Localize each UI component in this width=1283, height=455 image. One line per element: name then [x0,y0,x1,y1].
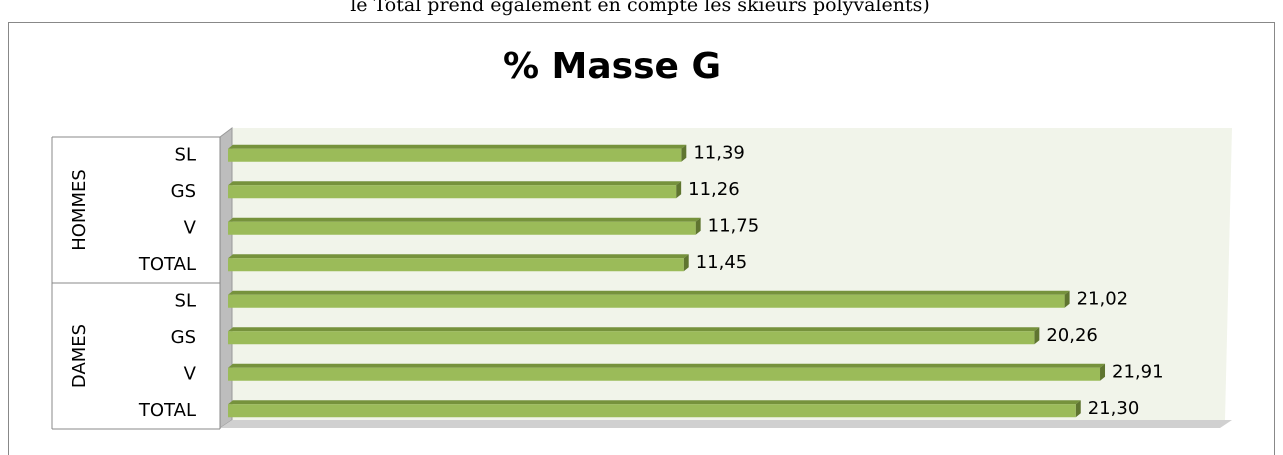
bar-top [228,217,701,222]
bar-side [1064,290,1070,308]
category-label: V [184,217,197,238]
bar [228,331,1035,345]
plot-area [226,128,1232,420]
category-label: GS [171,327,196,348]
category-label: TOTAL [138,400,196,421]
bar-top [228,254,689,259]
bar-top [228,144,687,149]
category-label: V [184,363,197,384]
category-label: SL [175,144,196,165]
bar-top [228,363,1106,368]
bar-side [1075,400,1081,418]
group-label: DAMES [69,324,90,388]
bar [228,258,684,272]
data-label: 20,26 [1046,325,1098,346]
category-label: SL [175,290,196,311]
bar-side [683,254,689,272]
bar-side [695,217,701,235]
bar-top [228,181,682,186]
data-label: 11,45 [696,252,748,273]
bar-top [228,400,1081,405]
category-label: GS [171,181,196,202]
group-label: HOMMES [69,169,90,251]
chart-title: % Masse G [503,46,721,87]
floor [220,420,1232,428]
bar [228,185,677,199]
data-label: 21,30 [1088,398,1140,419]
bar [228,404,1076,418]
bar [228,367,1101,381]
bar-top [228,290,1070,295]
bar [228,294,1065,308]
side-wall [219,127,233,429]
category-label: TOTAL [138,254,196,275]
bar-side [1100,363,1106,381]
bar [228,221,696,235]
bar-top [228,327,1040,332]
data-label: 11,26 [688,179,740,200]
caption: le Total prend également en compte les s… [350,0,930,16]
data-label: 11,75 [708,215,760,236]
data-label: 21,91 [1112,361,1164,382]
bar-side [681,144,687,162]
bar-side [1034,327,1040,345]
data-label: 11,39 [693,142,745,163]
data-label: 21,02 [1077,288,1129,309]
bar-side [676,181,682,199]
bar [228,148,682,162]
